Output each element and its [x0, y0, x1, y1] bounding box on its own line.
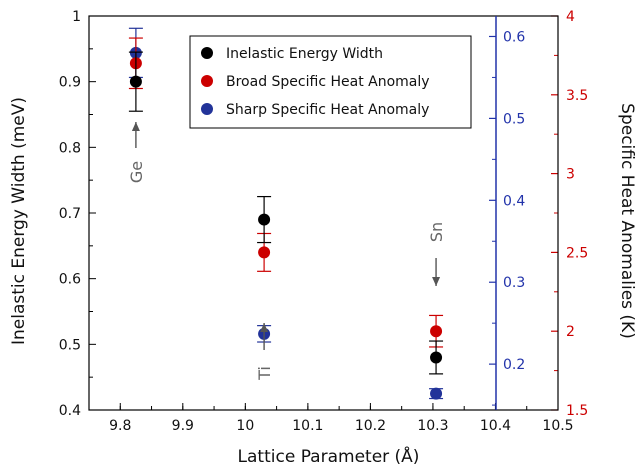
y-left-tick-label: 0.9 [59, 75, 81, 91]
y-inner-tick-label: 0.2 [503, 357, 525, 373]
data-point-s0-p1 [257, 195, 272, 244]
data-point-s0-p0 [128, 51, 143, 112]
annotation-arrow-head [260, 323, 269, 332]
marker [430, 351, 443, 364]
y-right-tick-label: 2 [566, 324, 575, 340]
marker [258, 213, 271, 226]
legend-label-inelastic: Inelastic Energy Width [226, 46, 383, 62]
y-right-tick-label: 2.5 [566, 245, 588, 261]
ticks-layer: 9.8 9.9 10 10.1 10.2 10.3 10.4 10.50.40.50.60.7… [59, 9, 589, 434]
legend-marker-inelastic [201, 47, 213, 59]
legend-marker-sharp [201, 103, 213, 115]
data-point-s0-p2 [429, 340, 444, 375]
x-tick-label: 9.8 [109, 418, 131, 434]
legend-box [189, 35, 472, 129]
annotation-label: Sn [427, 222, 446, 242]
marker [430, 387, 443, 400]
x-tick-label: 10.2 [355, 418, 386, 434]
annotations-layer: Ge Ti Sn [127, 122, 446, 381]
y-left-tick-label: 0.7 [59, 206, 81, 222]
y-inner-tick-label: 0.5 [503, 111, 525, 127]
y-right-tick-label: 3.5 [566, 88, 588, 104]
y-right-tick-label: 1.5 [566, 403, 588, 419]
data-point-s2-p2 [429, 387, 444, 400]
legend-marker-broad [201, 75, 213, 87]
y-left-axis-label: Inelastic Energy Width (meV) [9, 97, 29, 345]
y-inner-tick-label: 0.3 [503, 275, 525, 291]
annotation-ti: Ti [255, 323, 274, 381]
annotation-label: Ge [127, 161, 146, 183]
y-inner-tick-label: 0.6 [503, 29, 525, 45]
x-tick-label: 9.9 [172, 418, 194, 434]
x-tick-label: 10.4 [480, 418, 511, 434]
marker [430, 325, 443, 338]
x-tick-label: 10.3 [417, 418, 448, 434]
annotation-label: Ti [255, 366, 274, 381]
annotation-arrow-head [432, 277, 441, 286]
y-inner-tick-label: 0.4 [503, 193, 525, 209]
x-tick-label: 10.1 [292, 418, 323, 434]
legend-label-sharp: Sharp Specific Heat Anomaly [226, 102, 429, 118]
marker [129, 75, 142, 88]
y-right-axis-label: Specific Heat Anomalies (K) [617, 103, 637, 339]
y-left-tick-label: 0.8 [59, 140, 81, 156]
annotation-sn: Sn [427, 222, 446, 286]
x-tick-label: 10 [236, 418, 254, 434]
y-left-tick-label: 0.5 [59, 337, 81, 353]
marker [258, 246, 271, 259]
legend-label-broad: Broad Specific Heat Anomaly [226, 74, 430, 90]
plot-frame [88, 15, 559, 411]
annotation-ge: Ge [127, 122, 146, 183]
y-right-tick-label: 4 [566, 9, 575, 25]
y-left-tick-label: 0.4 [59, 403, 81, 419]
x-tick-label: 10.5 [542, 418, 573, 434]
annotation-arrow-head [131, 122, 140, 131]
y-left-tick-label: 1 [72, 9, 81, 25]
marks-layer [128, 27, 444, 400]
legend: Inelastic Energy Width Broad Specific He… [189, 35, 472, 129]
y-right-tick-label: 3 [566, 167, 575, 183]
x-axis-label: Lattice Parameter (Å) [238, 445, 420, 466]
y-left-tick-label: 0.6 [59, 272, 81, 288]
